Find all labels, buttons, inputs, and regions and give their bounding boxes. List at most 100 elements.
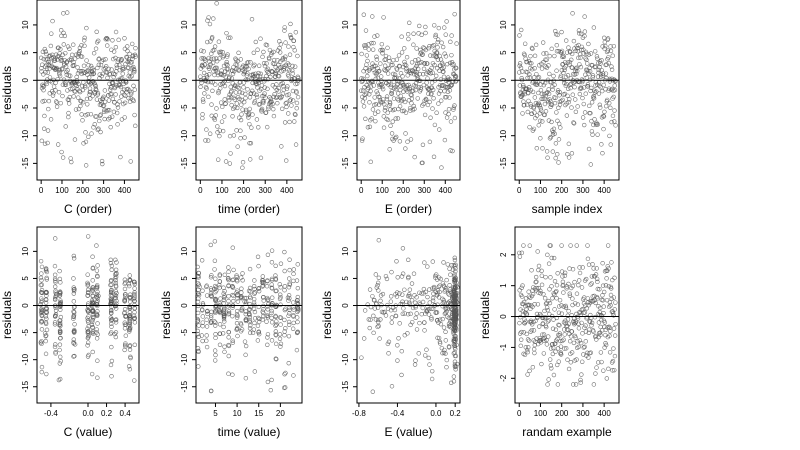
data-point (234, 101, 239, 106)
data-point (131, 296, 137, 302)
data-point (230, 245, 235, 250)
data-point (54, 100, 60, 105)
data-point (606, 60, 611, 66)
data-point (283, 40, 288, 45)
data-point (562, 273, 568, 278)
data-point (112, 72, 118, 77)
data-point (48, 43, 54, 49)
data-point (576, 321, 581, 326)
data-point (212, 117, 218, 122)
data-point (447, 77, 452, 82)
data-point (53, 342, 58, 347)
data-point (592, 117, 597, 122)
data-point (42, 46, 48, 52)
data-point (94, 312, 99, 318)
data-point (257, 88, 262, 93)
data-point (412, 293, 417, 298)
data-point (519, 337, 524, 342)
data-point (368, 317, 373, 322)
data-point (109, 317, 114, 322)
data-point (295, 53, 300, 59)
data-point (578, 55, 583, 60)
data-point (273, 314, 278, 320)
data-point (234, 273, 239, 278)
data-point (422, 320, 427, 325)
data-point (393, 136, 398, 141)
data-point (71, 314, 76, 320)
data-point (259, 106, 265, 112)
data-point (414, 327, 420, 332)
data-point (589, 100, 595, 105)
data-point (447, 287, 453, 292)
data-point (535, 302, 541, 307)
data-point (235, 326, 240, 332)
data-point (199, 258, 205, 263)
data-point (205, 311, 210, 317)
data-point (570, 283, 575, 289)
data-point (282, 371, 287, 377)
data-point (583, 323, 588, 328)
data-point (73, 107, 79, 112)
data-point (571, 80, 576, 86)
data-point (600, 73, 606, 78)
data-point (517, 320, 522, 326)
x-tick-label: 400 (597, 186, 611, 195)
data-point (113, 44, 119, 50)
data-point (451, 107, 456, 112)
y-tick-label: 0 (180, 303, 189, 308)
data-point (557, 297, 563, 303)
data-point (79, 112, 84, 117)
data-point (403, 146, 408, 151)
data-point (208, 313, 214, 318)
data-point (430, 286, 435, 291)
x-tick-label: 0 (517, 186, 522, 195)
data-point (42, 98, 47, 104)
data-point (100, 71, 105, 77)
data-point (66, 114, 71, 120)
data-point (423, 353, 428, 358)
x-axis-label: C (order) (64, 202, 112, 216)
data-point (226, 298, 231, 304)
data-point (222, 272, 227, 277)
data-point (115, 122, 120, 127)
data-point (85, 102, 90, 107)
data-point (565, 93, 570, 98)
data-point (557, 333, 562, 338)
data-point (58, 100, 63, 106)
data-point (452, 343, 457, 348)
data-point (90, 278, 95, 283)
data-point (199, 48, 204, 53)
data-point (374, 89, 379, 94)
data-point (294, 347, 300, 353)
data-point (204, 86, 209, 91)
x-tick-label: 0.0 (430, 409, 442, 418)
data-point (599, 58, 604, 63)
data-point (120, 79, 126, 84)
data-point (116, 37, 121, 43)
data-point (57, 320, 63, 326)
data-point (556, 137, 562, 142)
data-point (544, 65, 550, 70)
data-point (607, 325, 612, 331)
data-point (132, 87, 138, 92)
data-point (132, 281, 138, 287)
data-point (53, 351, 58, 356)
data-point (374, 54, 379, 59)
data-point (235, 292, 240, 297)
data-point (564, 38, 569, 43)
data-point (237, 96, 242, 102)
data-point (200, 112, 205, 117)
data-point (109, 321, 114, 327)
data-point (610, 368, 615, 373)
data-point (122, 46, 128, 52)
data-point (452, 309, 457, 315)
data-point (453, 306, 458, 311)
data-point (434, 73, 439, 79)
data-point (247, 121, 252, 127)
data-point (269, 315, 274, 321)
data-point (546, 91, 552, 97)
data-point (454, 298, 459, 304)
data-point (131, 313, 137, 318)
data-point (580, 331, 585, 336)
data-point (235, 299, 241, 304)
